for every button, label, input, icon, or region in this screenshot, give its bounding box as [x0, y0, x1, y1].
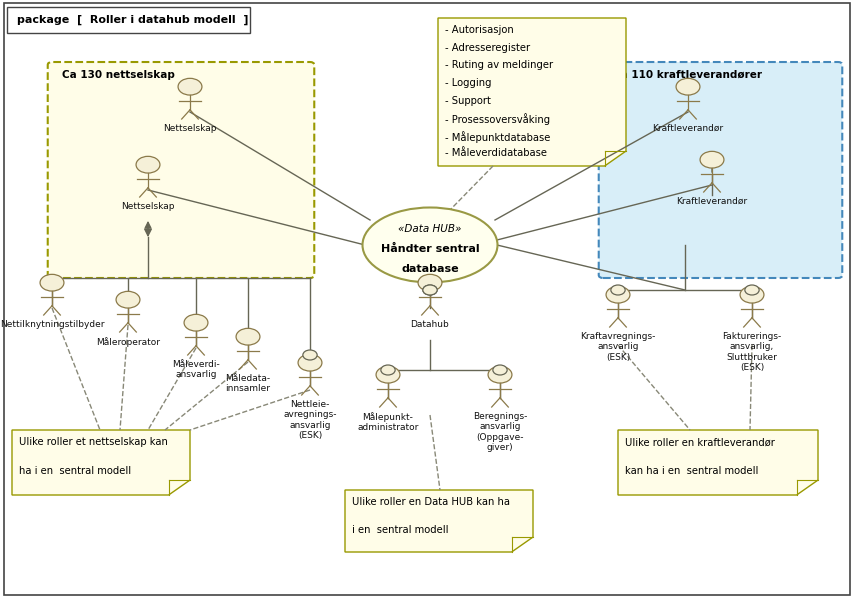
Circle shape [699, 151, 723, 168]
Text: database: database [401, 264, 458, 274]
Text: Måleroperator: Måleroperator [96, 337, 160, 347]
Circle shape [422, 285, 437, 295]
Circle shape [418, 274, 441, 291]
Text: Kraftavregnings-
ansvarlig
(ESK): Kraftavregnings- ansvarlig (ESK) [580, 332, 655, 362]
Polygon shape [438, 18, 625, 166]
Circle shape [380, 365, 395, 375]
Text: - Måleverdidatabase: - Måleverdidatabase [444, 148, 546, 158]
Text: Kraftleverandør: Kraftleverandør [676, 197, 746, 206]
Circle shape [298, 355, 322, 371]
Text: package  [  Roller i datahub modell  ]: package [ Roller i datahub modell ] [17, 15, 248, 25]
Text: Måledata-
innsamler: Måledata- innsamler [225, 374, 270, 393]
Circle shape [375, 367, 399, 383]
Text: «Data HUB»: «Data HUB» [397, 224, 461, 233]
Text: Måleverdi-
ansvarlig: Måleverdi- ansvarlig [172, 360, 219, 379]
Ellipse shape [362, 208, 497, 282]
Text: Ulike roller en kraftleverandør: Ulike roller en kraftleverandør [624, 437, 774, 447]
Text: Nettleie-
avregnings-
ansvarlig
(ESK): Nettleie- avregnings- ansvarlig (ESK) [283, 400, 336, 440]
Circle shape [492, 365, 507, 375]
Text: - Support: - Support [444, 96, 490, 106]
Circle shape [40, 274, 64, 291]
Circle shape [116, 291, 140, 308]
Text: Fakturerings-
ansvarlig,
Sluttbruker
(ESK): Fakturerings- ansvarlig, Sluttbruker (ES… [722, 332, 780, 372]
Text: - Prosessoversvåking: - Prosessoversvåking [444, 113, 549, 125]
Text: Datahub: Datahub [410, 320, 449, 329]
Text: - Logging: - Logging [444, 78, 490, 88]
Text: Nettselskap: Nettselskap [121, 202, 175, 211]
Polygon shape [12, 430, 189, 495]
Circle shape [606, 286, 630, 303]
Text: Ulike roller en Data HUB kan ha: Ulike roller en Data HUB kan ha [351, 497, 509, 507]
Circle shape [740, 286, 763, 303]
Text: Ca 130 nettselskap: Ca 130 nettselskap [62, 70, 175, 80]
Bar [7, 7, 250, 33]
Text: Håndter sentral: Håndter sentral [380, 244, 479, 254]
Circle shape [488, 367, 511, 383]
Text: - Adresseregister: - Adresseregister [444, 43, 530, 53]
Text: - Målepunktdatabase: - Målepunktdatabase [444, 131, 549, 143]
Polygon shape [345, 490, 532, 552]
Text: - Ruting av meldinger: - Ruting av meldinger [444, 60, 552, 71]
Circle shape [744, 285, 758, 295]
Text: Nettselskap: Nettselskap [163, 124, 217, 133]
Text: Beregnings-
ansvarlig
(Oppgave-
giver): Beregnings- ansvarlig (Oppgave- giver) [473, 412, 526, 452]
Circle shape [610, 285, 624, 295]
FancyBboxPatch shape [48, 62, 314, 278]
Text: i en  sentral modell: i en sentral modell [351, 524, 448, 535]
Circle shape [178, 78, 201, 95]
Circle shape [235, 328, 259, 345]
Circle shape [184, 315, 207, 331]
Text: Målepunkt-
administrator: Målepunkt- administrator [357, 412, 418, 432]
Text: Ca 110 kraftleverandører: Ca 110 kraftleverandører [612, 70, 762, 80]
FancyBboxPatch shape [598, 62, 841, 278]
Text: Kraftleverandør: Kraftleverandør [652, 124, 722, 133]
Text: Ulike roller et nettselskap kan: Ulike roller et nettselskap kan [19, 437, 167, 447]
Polygon shape [618, 430, 817, 495]
Text: ha i en  sentral modell: ha i en sentral modell [19, 466, 131, 476]
Circle shape [303, 350, 316, 360]
Text: - Autorisasjon: - Autorisasjon [444, 25, 513, 35]
Text: kan ha i en  sentral modell: kan ha i en sentral modell [624, 466, 757, 476]
Circle shape [136, 156, 160, 173]
Circle shape [422, 285, 437, 295]
Text: Nettilknytningstilbyder: Nettilknytningstilbyder [0, 320, 104, 329]
Circle shape [676, 78, 699, 95]
